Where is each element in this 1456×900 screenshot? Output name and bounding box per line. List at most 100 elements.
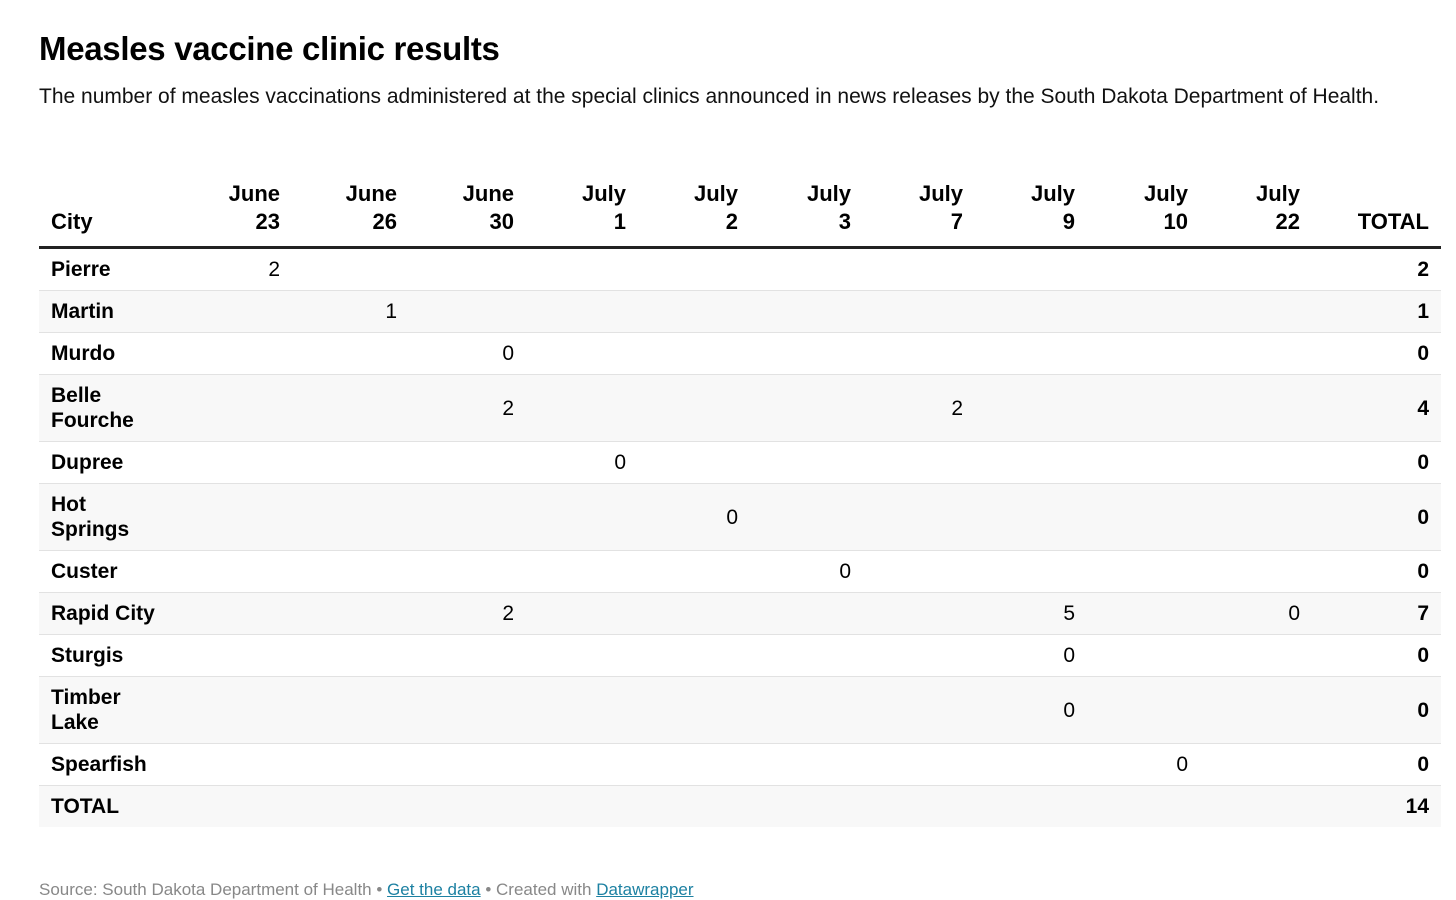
table-header-row: City June 23 June 26 June 30 July 1 July 2 July 3 Jul…	[39, 172, 1441, 248]
value-cell	[1087, 634, 1200, 677]
footer-separator: • Created with	[480, 880, 597, 899]
column-header-date: July 3	[750, 172, 863, 248]
table-row: Martin 1 1	[39, 290, 1441, 333]
value-cell: 2	[409, 374, 526, 442]
value-cell	[409, 483, 526, 551]
value-cell	[638, 676, 750, 744]
value-cell	[526, 374, 638, 442]
value-cell: 5	[975, 592, 1087, 635]
datawrapper-link[interactable]: Datawrapper	[596, 880, 694, 899]
total-cell: 14	[1405, 795, 1429, 818]
value-cell	[750, 332, 863, 375]
city-cell: Dupree	[39, 441, 180, 484]
value-cell	[409, 676, 526, 744]
total-cell: 2	[1312, 247, 1441, 291]
value-cell	[292, 483, 409, 551]
chart-header: Measles vaccine clinic results The numbe…	[39, 28, 1421, 110]
column-header-date: July 2	[638, 172, 750, 248]
value-cell	[1200, 374, 1312, 442]
value-cell: 0	[1087, 743, 1200, 786]
city-cell: Hot Springs	[39, 483, 180, 551]
column-header-day: 7	[950, 209, 963, 234]
value-cell	[1087, 290, 1200, 333]
value-cell	[1087, 550, 1200, 593]
value-cell	[750, 592, 863, 635]
value-cell: 0	[975, 634, 1087, 677]
column-header-day: 30	[489, 209, 514, 234]
city-cell: Rapid City	[39, 592, 180, 635]
value-cell	[526, 786, 638, 828]
table-row: Belle Fourche 2 2 4	[39, 374, 1441, 442]
column-header-day: 10	[1163, 209, 1188, 234]
value-cell	[180, 743, 292, 786]
value-cell	[638, 634, 750, 677]
city-cell: Murdo	[39, 332, 180, 375]
value-cell	[750, 786, 863, 828]
column-header-month: July	[1255, 181, 1300, 206]
value-cell	[292, 634, 409, 677]
total-cell: 0	[1312, 332, 1441, 375]
column-header-date: July 22	[1200, 172, 1312, 248]
column-header-date: July 7	[863, 172, 975, 248]
value-cell	[863, 441, 975, 484]
value-cell	[1200, 550, 1312, 593]
city-cell: Sturgis	[39, 634, 180, 677]
value-cell	[292, 592, 409, 635]
city-cell: TOTAL	[51, 795, 120, 818]
value-cell	[638, 786, 750, 828]
value-cell	[292, 374, 409, 442]
value-cell	[975, 290, 1087, 333]
value-cell	[975, 374, 1087, 442]
value-cell	[180, 592, 292, 635]
column-header-month: June	[462, 181, 514, 206]
value-cell: 0	[526, 441, 638, 484]
value-cell	[1200, 441, 1312, 484]
value-cell	[526, 247, 638, 291]
value-cell	[1200, 786, 1312, 828]
column-header-day: 3	[838, 209, 851, 234]
value-cell	[180, 483, 292, 551]
value-cell: 2	[409, 592, 526, 635]
total-cell: 0	[1312, 634, 1441, 677]
value-cell	[863, 550, 975, 593]
value-cell	[292, 676, 409, 744]
value-cell	[180, 332, 292, 375]
city-cell: Martin	[39, 290, 180, 333]
get-the-data-link[interactable]: Get the data	[387, 880, 481, 899]
value-cell	[526, 332, 638, 375]
column-header-day: 2	[725, 209, 738, 234]
table-row: Dupree 0 0	[39, 441, 1441, 484]
value-cell	[1087, 483, 1200, 551]
value-cell	[863, 247, 975, 291]
value-cell	[863, 676, 975, 744]
city-cell: Timber Lake	[39, 676, 180, 744]
value-cell: 0	[409, 332, 526, 375]
value-cell	[409, 550, 526, 593]
total-cell: 0	[1312, 441, 1441, 484]
value-cell	[750, 483, 863, 551]
value-cell	[750, 441, 863, 484]
value-cell	[292, 332, 409, 375]
value-cell	[1200, 483, 1312, 551]
city-cell: Spearfish	[39, 743, 180, 786]
total-cell: 0	[1312, 550, 1441, 593]
table-row: Murdo 0 0	[39, 332, 1441, 375]
total-cell: 7	[1312, 592, 1441, 635]
value-cell	[863, 483, 975, 551]
column-header-day: 23	[255, 209, 280, 234]
value-cell: 0	[750, 550, 863, 593]
value-cell	[526, 592, 638, 635]
value-cell	[975, 786, 1087, 828]
value-cell	[292, 247, 409, 291]
value-cell	[750, 743, 863, 786]
total-cell: 0	[1312, 743, 1441, 786]
column-header-date: June 30	[409, 172, 526, 248]
column-header-date: July 1	[526, 172, 638, 248]
data-table: City June 23 June 26 June 30 July 1 July 2 July 3 Jul…	[39, 172, 1441, 827]
column-header-month: June	[345, 181, 397, 206]
value-cell: 2	[863, 374, 975, 442]
value-cell	[409, 786, 526, 828]
value-cell	[1200, 247, 1312, 291]
footer: Source: South Dakota Department of Healt…	[39, 880, 694, 900]
chart-title: Measles vaccine clinic results	[39, 30, 500, 67]
